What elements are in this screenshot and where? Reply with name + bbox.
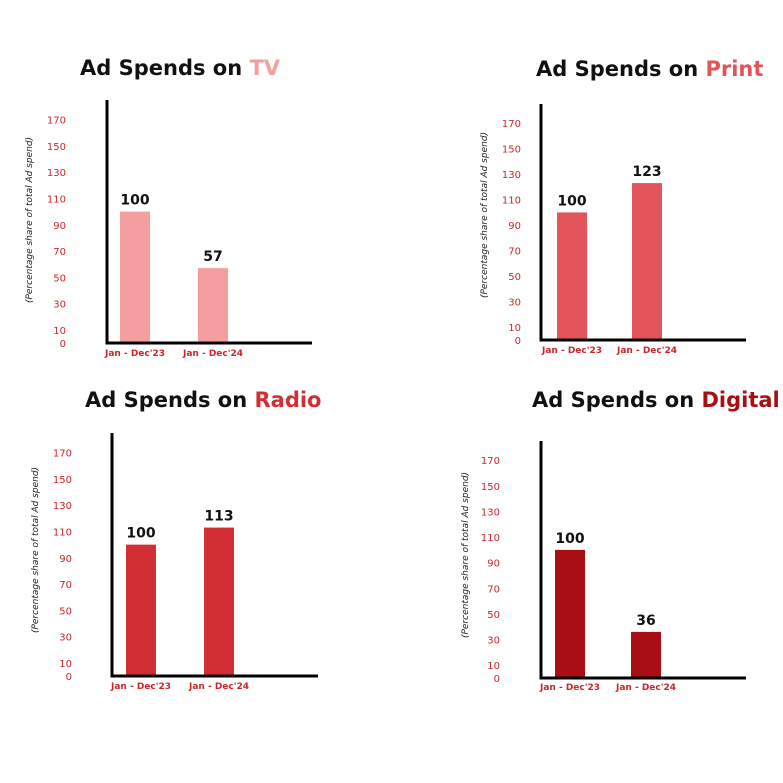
y-tick-label: 70 (59, 580, 72, 591)
bar (198, 268, 228, 343)
y-tick-label: 150 (502, 145, 521, 156)
y-tick-label: 10 (59, 659, 72, 670)
data-label: 100 (126, 526, 155, 542)
y-tick-label: 90 (487, 559, 500, 570)
x-tick-label: Jan - Dec'23 (104, 349, 165, 359)
chart-title-prefix: Ad Spends on (532, 388, 695, 412)
data-label: 36 (636, 613, 655, 629)
x-tick-label: Jan - Dec'24 (616, 346, 677, 356)
chart-title-highlight: Print (705, 57, 764, 81)
bar (557, 212, 587, 340)
chart-title-highlight: Digital (701, 388, 780, 412)
y-tick-label: 50 (508, 272, 521, 283)
y-tick-label: 0 (515, 336, 521, 347)
chart-title-prefix: Ad Spends on (80, 56, 243, 80)
bar-chart-digital: (Percentage share of total Ad spend) 0 10 3… (461, 441, 746, 693)
y-tick-label: 0 (494, 674, 500, 685)
x-tick-label: Jan - Dec'24 (182, 349, 243, 359)
x-tick-label: Jan - Dec'24 (615, 683, 676, 693)
y-axis-label: (Percentage share of total Ad spend) (461, 472, 471, 638)
data-label: 100 (555, 531, 584, 547)
bar (126, 544, 156, 676)
chart-panel-print: Ad Spends on Print (Percentage share of … (390, 0, 780, 390)
y-tick-label: 70 (487, 584, 500, 595)
y-tick-label: 30 (53, 300, 66, 311)
y-tick-label: 50 (59, 606, 72, 617)
y-tick-label: 110 (502, 196, 521, 207)
y-tick-label: 170 (502, 119, 521, 130)
y-axis-label: (Percentage share of total Ad spend) (31, 467, 41, 633)
y-tick-label: 110 (53, 528, 72, 539)
chart-title: Ad Spends on Radio (85, 388, 321, 412)
y-tick-label: 0 (66, 672, 72, 683)
bar (631, 631, 661, 678)
data-label: 57 (203, 249, 222, 265)
bar (120, 211, 150, 343)
y-axis-label: (Percentage share of total Ad spend) (25, 137, 35, 303)
x-tick-label: Jan - Dec'24 (188, 682, 249, 692)
chart-title-highlight: Radio (254, 388, 322, 412)
y-tick-label: 110 (481, 533, 500, 544)
data-label: 113 (204, 509, 233, 525)
y-tick-label: 10 (53, 326, 66, 337)
chart-title-prefix: Ad Spends on (85, 388, 248, 412)
chart-panel-tv: Ad Spends on TV (Percentage share of tot… (0, 0, 390, 390)
x-tick-label: Jan - Dec'23 (539, 683, 600, 693)
y-tick-label: 30 (487, 636, 500, 647)
y-tick-label: 130 (53, 501, 72, 512)
chart-title: Ad Spends on Digital (532, 388, 780, 412)
chart-title-highlight: TV (249, 56, 281, 80)
y-tick-label: 10 (487, 661, 500, 672)
data-label: 100 (557, 193, 586, 209)
chart-title: Ad Spends on Print (536, 57, 763, 81)
bar-chart-tv: (Percentage share of total Ad spend) 0 10 3… (25, 100, 312, 359)
y-tick-label: 90 (53, 221, 66, 232)
y-tick-label: 150 (53, 475, 72, 486)
y-tick-label: 10 (508, 323, 521, 334)
chart-panel-digital: Ad Spends on Digital (Percentage share o… (390, 388, 780, 780)
x-tick-label: Jan - Dec'23 (541, 346, 602, 356)
bar (632, 183, 662, 340)
data-label: 123 (632, 164, 661, 180)
y-tick-label: 50 (487, 610, 500, 621)
y-tick-label: 110 (47, 195, 66, 206)
y-tick-label: 170 (481, 456, 500, 467)
y-tick-label: 30 (508, 298, 521, 309)
y-tick-label: 150 (47, 142, 66, 153)
y-tick-label: 130 (502, 170, 521, 181)
y-tick-label: 0 (60, 339, 66, 350)
bar-chart-radio: (Percentage share of total Ad spend) 0 10 3… (31, 433, 318, 692)
y-tick-label: 170 (47, 116, 66, 127)
y-tick-label: 90 (508, 221, 521, 232)
y-tick-label: 130 (481, 507, 500, 518)
bar-chart-print: (Percentage share of total Ad spend) 0 10 3… (480, 104, 746, 356)
y-tick-label: 70 (53, 247, 66, 258)
y-axis-label: (Percentage share of total Ad spend) (480, 132, 490, 298)
y-tick-label: 50 (53, 273, 66, 284)
bar (204, 527, 234, 676)
y-tick-label: 70 (508, 247, 521, 258)
data-label: 100 (120, 193, 149, 209)
chart-title-prefix: Ad Spends on (536, 57, 699, 81)
x-tick-label: Jan - Dec'23 (110, 682, 171, 692)
y-tick-label: 170 (53, 449, 72, 460)
chart-panel-radio: Ad Spends on Radio (Percentage share of … (0, 388, 390, 780)
chart-title: Ad Spends on TV (80, 56, 280, 80)
y-tick-label: 30 (59, 633, 72, 644)
bar (555, 549, 585, 678)
y-tick-label: 130 (47, 168, 66, 179)
y-tick-label: 150 (481, 482, 500, 493)
y-tick-label: 90 (59, 554, 72, 565)
